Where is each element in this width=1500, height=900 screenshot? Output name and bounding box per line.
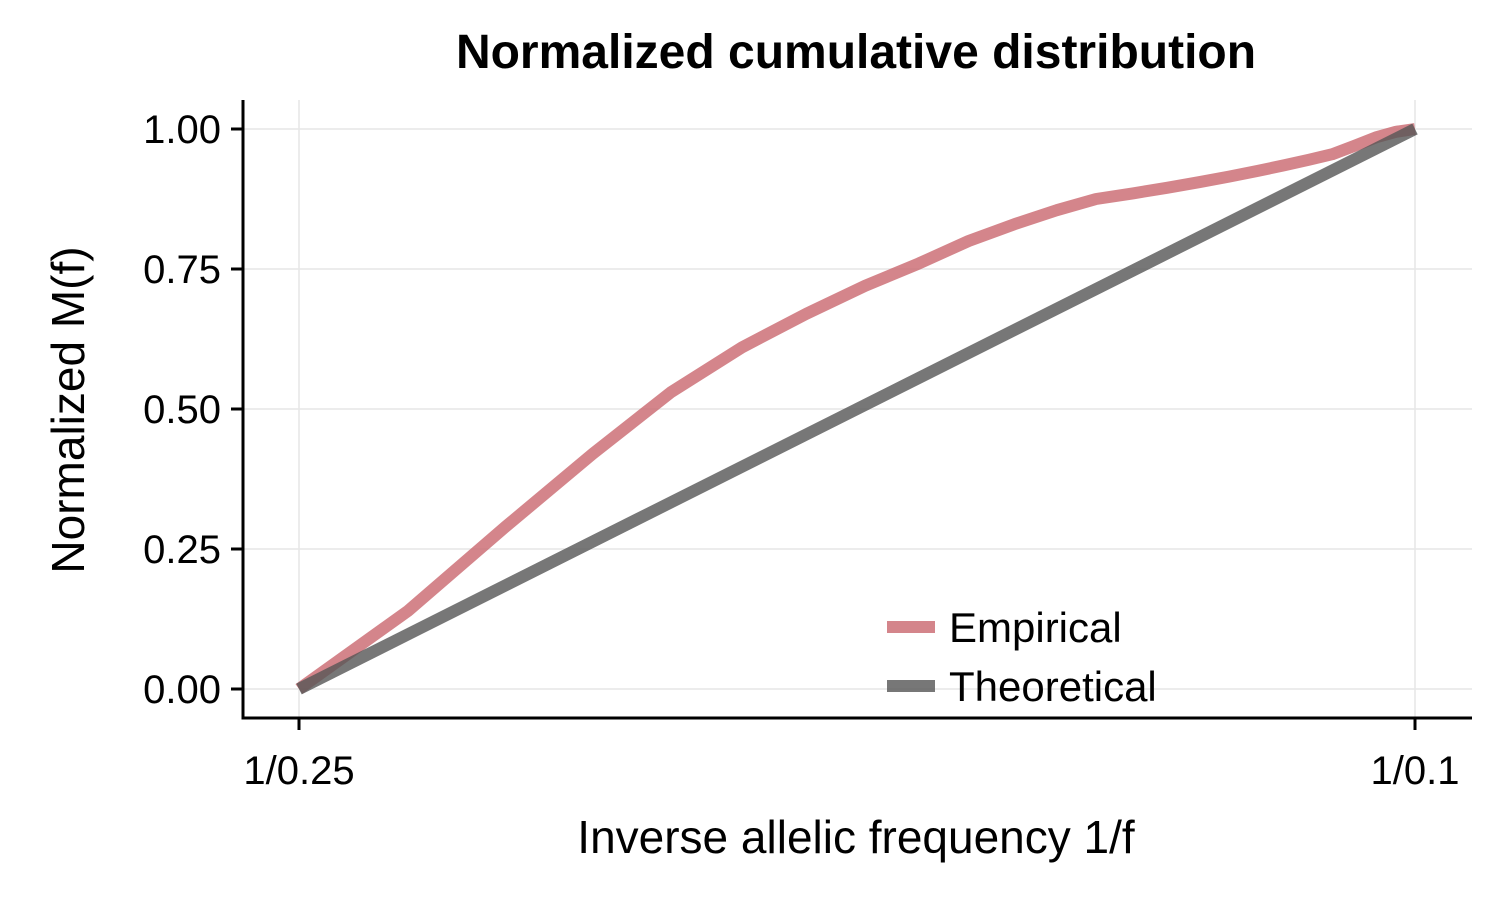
y-axis-title: Normalized M(f) xyxy=(42,246,94,573)
chart-title: Normalized cumulative distribution xyxy=(456,26,1256,79)
y-tick-label: 0.00 xyxy=(143,668,221,712)
legend-label-theoretical: Theoretical xyxy=(949,663,1157,710)
series-layer xyxy=(295,123,1418,695)
x-tick-label: 1/0.25 xyxy=(243,749,354,793)
x-tick-label: 1/0.1 xyxy=(1371,749,1460,793)
legend-label-empirical: Empirical xyxy=(949,604,1122,651)
series-line-theoretical xyxy=(296,123,1418,695)
y-tick-label: 0.75 xyxy=(143,248,221,292)
y-tick-label: 1.00 xyxy=(143,108,221,152)
series-line-empirical xyxy=(295,123,1416,694)
x-axis-title: Inverse allelic frequency 1/f xyxy=(577,811,1135,863)
y-tick-label: 0.25 xyxy=(143,528,221,572)
ticks: 0.00 0.25 0.50 0.75 1.00 1/0.25 1/0.1 xyxy=(143,108,1459,793)
legend: Empirical Theoretical xyxy=(887,604,1157,710)
y-tick-label: 0.50 xyxy=(143,388,221,432)
